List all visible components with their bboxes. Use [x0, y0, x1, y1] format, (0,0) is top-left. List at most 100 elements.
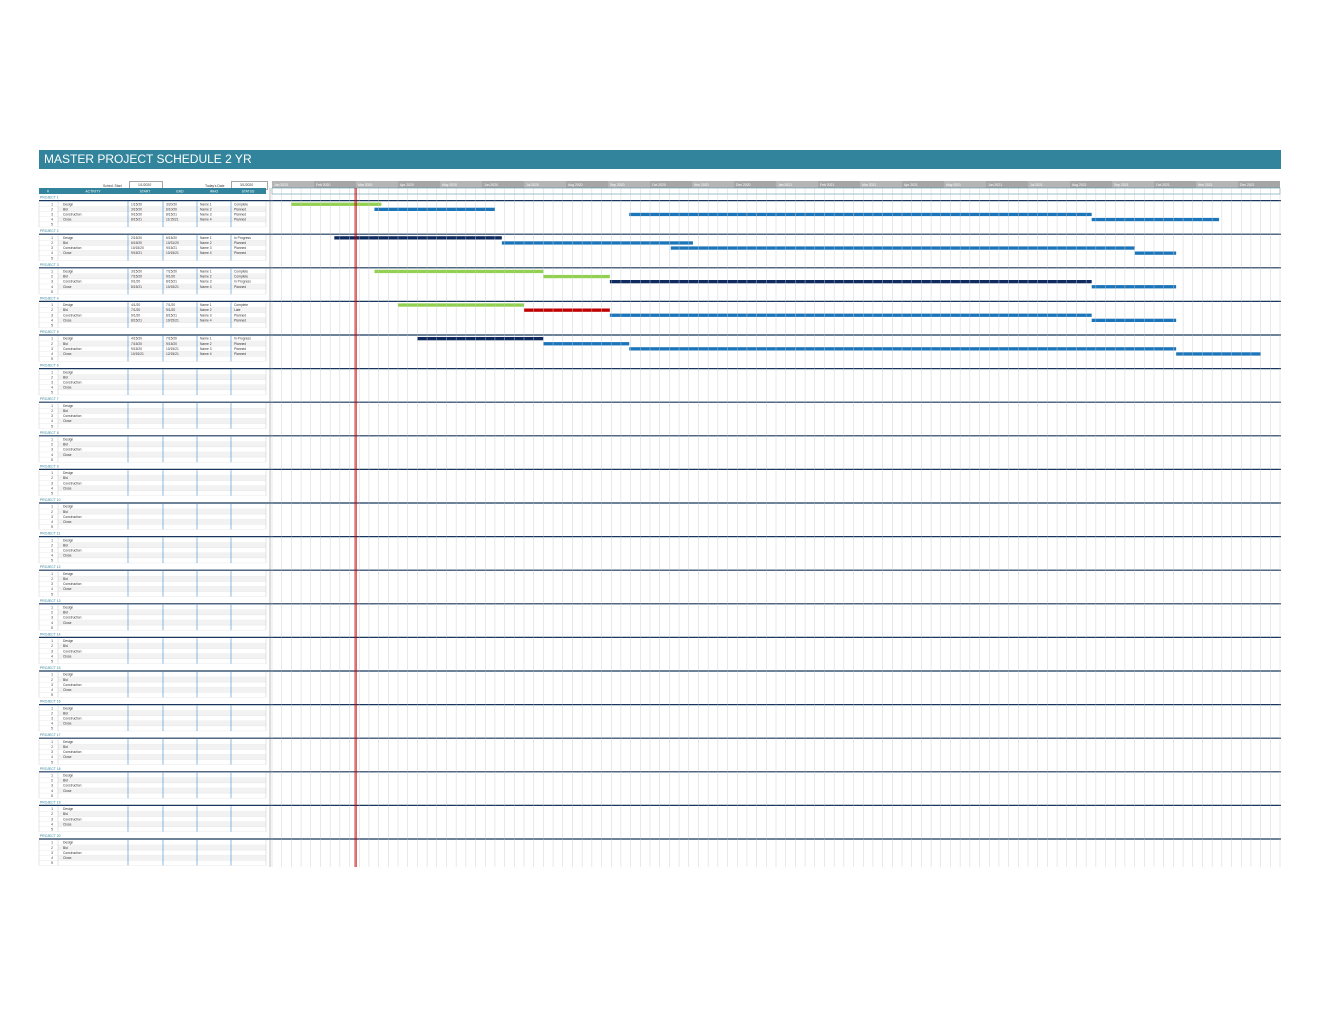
column-header-label: ACTIVITY	[85, 190, 101, 194]
task-status: Complete	[234, 270, 248, 274]
todays-date-value: 3/1/2020	[240, 183, 254, 187]
row-band	[58, 351, 266, 357]
row-band	[58, 452, 266, 458]
month-cell	[860, 181, 902, 188]
task-number: 1	[51, 572, 53, 576]
row-band	[58, 576, 266, 582]
task-activity: Construction	[63, 347, 82, 351]
gantt-bar	[291, 202, 382, 206]
task-number: 2	[51, 543, 53, 547]
row-band	[58, 754, 266, 760]
task-number: 5	[51, 794, 53, 798]
row-band	[58, 620, 266, 626]
task-activity: Design	[63, 404, 73, 408]
task-number: 2	[51, 779, 53, 783]
task-activity: Bid	[63, 745, 68, 749]
row-band	[58, 788, 266, 794]
month-label: Jun 2021	[988, 183, 1002, 187]
task-number: 1	[51, 303, 53, 307]
task-number: 4	[51, 352, 53, 356]
task-start: 2/15/20	[131, 236, 142, 240]
task-activity: Bid	[63, 275, 68, 279]
task-end: 6/10/20	[166, 207, 177, 211]
task-end: 7/1/20	[166, 303, 175, 307]
task-number: 3	[51, 817, 53, 821]
task-number: 4	[51, 755, 53, 759]
gantt-bar	[1134, 251, 1177, 255]
task-start: 9/1/20	[131, 280, 140, 284]
task-number: 5	[51, 727, 53, 731]
task-activity: Construction	[63, 448, 82, 452]
task-end: 10/31/20	[166, 241, 179, 245]
row-band	[58, 441, 266, 447]
month-label: Nov 2020	[694, 183, 709, 187]
task-activity: Close	[63, 486, 72, 490]
task-number: 2	[51, 510, 53, 514]
task-number: 3	[51, 313, 53, 317]
task-number: 5	[51, 559, 53, 563]
task-activity: Design	[63, 841, 73, 845]
task-number: 2	[51, 241, 53, 245]
month-label: Aug 2020	[568, 183, 583, 187]
month-label: Feb 2021	[820, 183, 834, 187]
task-number: 3	[51, 381, 53, 385]
task-number: 4	[51, 386, 53, 390]
task-number: 2	[51, 308, 53, 312]
month-label: Jan 2020	[274, 183, 288, 187]
task-number: 4	[51, 285, 53, 289]
task-number: 5	[51, 391, 53, 395]
gantt-bar	[374, 269, 544, 274]
task-activity: Close	[63, 285, 72, 289]
gantt-bar	[334, 236, 502, 240]
row-band	[58, 250, 266, 256]
task-activity: Bid	[63, 342, 68, 346]
row-band	[58, 519, 266, 525]
task-number: 5	[51, 626, 53, 630]
task-start: 9/15/20	[131, 347, 142, 351]
task-end: 7/15/20	[166, 337, 177, 341]
row-band	[58, 777, 266, 783]
task-activity: Design	[63, 673, 73, 677]
task-start: 7/15/20	[131, 342, 142, 346]
task-end: 9/15/20	[166, 342, 177, 346]
task-activity: Design	[63, 706, 73, 710]
gantt-bar	[609, 280, 1092, 284]
task-number: 4	[51, 621, 53, 625]
task-number: 2	[51, 678, 53, 682]
task-start: 8/15/21	[131, 285, 142, 289]
task-status: Planned	[234, 246, 246, 250]
column-header-label: END	[176, 190, 184, 194]
task-activity: Bid	[63, 241, 68, 245]
task-number: 1	[51, 438, 53, 442]
task-number: 4	[51, 520, 53, 524]
row-band	[58, 687, 266, 693]
gantt-bar	[374, 207, 495, 211]
task-activity: Construction	[63, 213, 82, 217]
task-number: 5	[51, 525, 53, 529]
task-activity: Bid	[63, 443, 68, 447]
row-band	[58, 273, 266, 279]
task-activity: Close	[63, 822, 72, 826]
task-start: 10/15/21	[131, 352, 144, 356]
month-cell	[902, 181, 944, 188]
task-activity: Close	[63, 856, 72, 860]
task-activity: Bid	[63, 308, 68, 312]
gantt-bar	[1091, 217, 1220, 222]
row-band	[58, 509, 266, 515]
task-activity: Bid	[63, 611, 68, 615]
task-activity: Close	[63, 352, 72, 356]
task-status: Planned	[234, 318, 246, 322]
project-name: PROJECT 10	[40, 498, 61, 502]
project-name: PROJECT 14	[40, 632, 61, 636]
task-activity: Bid	[63, 812, 68, 816]
task-number: 1	[51, 404, 53, 408]
row-band	[58, 643, 266, 649]
task-number: 3	[51, 481, 53, 485]
gantt-bar	[1091, 285, 1177, 289]
task-status: Planned	[234, 347, 246, 351]
task-activity: Construction	[63, 280, 82, 284]
task-number: 1	[51, 471, 53, 475]
month-label: Apr 2020	[400, 183, 414, 187]
task-who: Name 4	[200, 218, 212, 222]
